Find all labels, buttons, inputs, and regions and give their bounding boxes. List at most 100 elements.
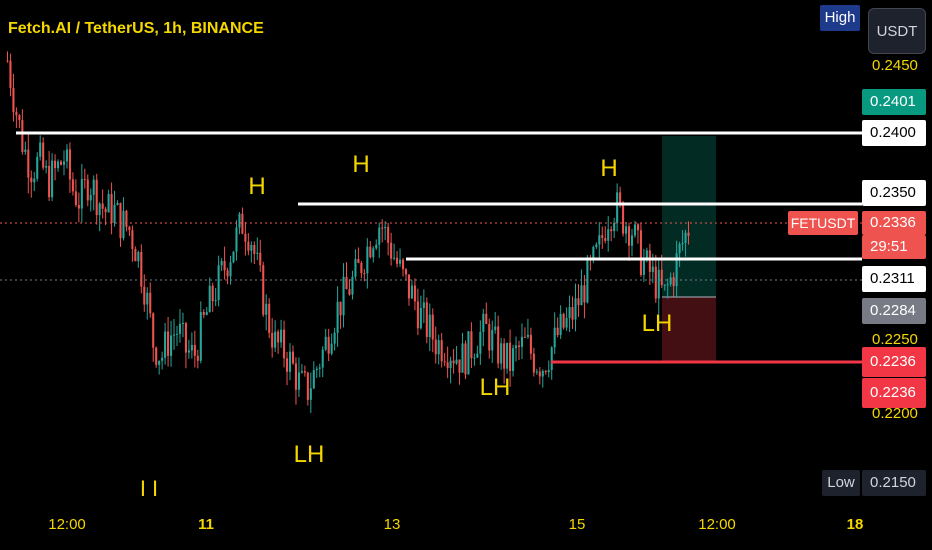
candle-body	[167, 331, 170, 356]
candle-body	[627, 226, 631, 246]
candle-body	[633, 224, 637, 236]
candle-body	[378, 227, 381, 245]
candle-body	[39, 142, 42, 157]
candle-body	[485, 313, 488, 324]
pattern-label-h1: H	[248, 173, 266, 200]
low-price-label: 0.2150	[862, 470, 926, 496]
candle-body	[666, 284, 669, 286]
candle-body	[348, 289, 351, 295]
candle-body	[211, 285, 214, 302]
candle-body	[482, 313, 485, 332]
candle-body	[586, 259, 589, 303]
candle-body	[89, 194, 92, 201]
candle-body	[247, 241, 250, 251]
candle-body	[654, 266, 657, 299]
candle-body	[303, 371, 306, 373]
candle-body	[196, 355, 199, 361]
candle-body	[42, 142, 45, 168]
level-label-2400: 0.2400	[862, 120, 926, 146]
price-tick-2450: 0.2450	[872, 57, 918, 74]
candle-body	[336, 301, 339, 333]
candle-body	[577, 298, 580, 306]
candle-body	[399, 259, 402, 264]
candle-body	[205, 312, 208, 315]
candle-body	[387, 226, 390, 243]
candle-body	[369, 246, 372, 258]
candle-body	[92, 179, 95, 195]
time-tick-15: 15	[568, 516, 586, 533]
candle-body	[238, 213, 241, 228]
candle-body	[202, 312, 205, 315]
candle-body	[381, 227, 384, 229]
low-label[interactable]: Low	[822, 470, 860, 496]
symbol-tag: FETUSDT	[788, 211, 858, 235]
candle-body	[541, 370, 544, 377]
candle-body	[517, 345, 521, 347]
candle-body	[372, 248, 375, 258]
candle-body	[431, 314, 434, 340]
candle-body	[306, 372, 309, 400]
level-label-2311: 0.2311	[862, 266, 926, 292]
candle-body	[119, 202, 122, 239]
candle-body	[86, 179, 89, 201]
candle-body	[181, 323, 184, 325]
candle-body	[648, 250, 651, 272]
candle-body	[300, 371, 303, 373]
candle-body	[672, 277, 675, 287]
candle-body	[321, 349, 324, 368]
candle-body	[57, 161, 60, 169]
candle-body	[583, 285, 586, 303]
candle-body	[285, 358, 289, 372]
candle-body	[455, 359, 458, 364]
candle-body	[217, 265, 220, 301]
candle-body	[396, 257, 399, 264]
candle-body	[446, 362, 449, 369]
candle-body	[199, 312, 202, 361]
candles	[6, 51, 690, 414]
candle-body	[574, 298, 577, 320]
time-tick-1200-b: 12:00	[698, 516, 736, 533]
candle-body	[410, 285, 413, 299]
candle-body	[491, 330, 494, 351]
candle-body	[33, 178, 36, 183]
high-label[interactable]: High	[820, 5, 860, 31]
candle-body	[149, 292, 152, 314]
candle-body	[565, 317, 568, 328]
candle-body	[45, 165, 48, 168]
candle-body	[675, 253, 678, 287]
pattern-label-h2: H	[352, 151, 370, 178]
candle-body	[107, 194, 110, 213]
high-price-label: 0.2401	[862, 89, 926, 115]
candle-body	[71, 179, 74, 192]
candle-body	[595, 244, 598, 248]
candle-body	[607, 229, 610, 241]
candle-body	[452, 360, 455, 364]
candle-body	[164, 331, 167, 358]
candle-body	[360, 262, 363, 274]
pattern-label-lh2: LH	[479, 374, 511, 401]
candle-body	[526, 334, 529, 337]
candle-body	[95, 179, 98, 216]
entry-price-label: 0.2284	[862, 298, 926, 324]
candle-body	[630, 235, 634, 246]
candle-body	[354, 258, 357, 277]
candle-body	[622, 202, 625, 234]
candle-body	[178, 323, 182, 334]
candle-body	[98, 203, 101, 216]
candle-body	[235, 227, 238, 252]
candle-body	[131, 230, 134, 250]
candle-body	[214, 300, 217, 302]
candle-body	[601, 235, 604, 238]
candle-body	[538, 371, 541, 377]
candle-body	[190, 344, 193, 351]
chart-title: Fetch.AI / TetherUS, 1h, BINANCE	[8, 20, 264, 37]
candle-body	[393, 257, 396, 259]
currency-button[interactable]: USDT	[868, 8, 926, 54]
candle-body	[553, 327, 556, 348]
candle-body	[523, 336, 526, 338]
candle-body	[497, 326, 500, 364]
candle-body	[598, 235, 601, 245]
candle-body	[544, 370, 547, 373]
candle-body	[660, 269, 663, 285]
candle-body	[172, 334, 176, 336]
